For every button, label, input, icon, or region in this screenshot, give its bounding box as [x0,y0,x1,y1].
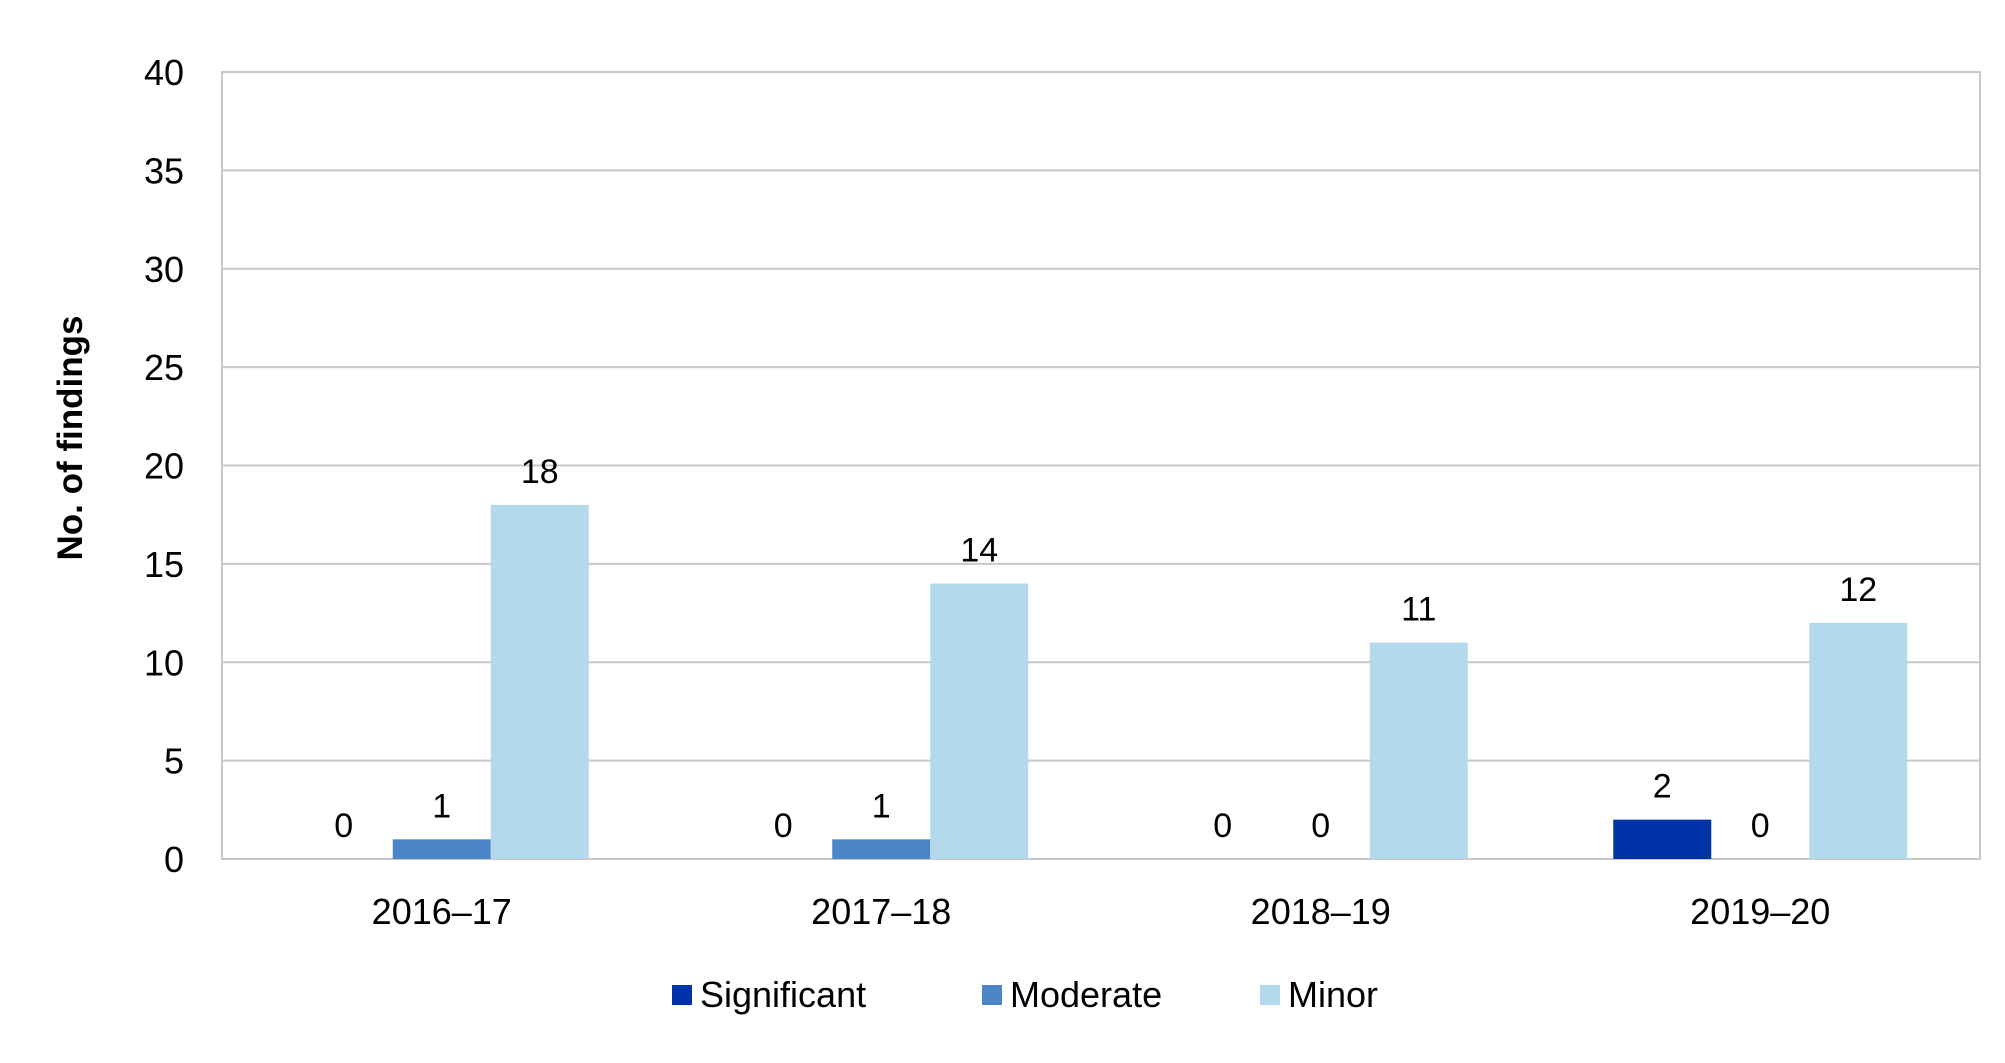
y-tick-label: 40 [144,52,184,93]
data-label: 1 [872,787,891,825]
bar [1809,622,1908,859]
y-tick-label: 25 [144,347,184,388]
data-labels: 0 1 18 0 1 14 0 0 11 2 0 12 [334,453,1877,845]
y-tick-label: 10 [144,642,184,683]
x-tick-label: 2019–20 [1690,891,1830,932]
bar [1369,642,1468,859]
y-tick-label: 35 [144,150,184,191]
x-tick-label: 2018–19 [1251,891,1391,932]
data-label: 0 [1213,807,1232,845]
y-axis-label: No. of findings [51,316,90,561]
plot-area [221,71,1981,860]
bar [930,583,1029,859]
y-tick-label: 0 [164,839,184,880]
gridlines [222,71,1980,860]
x-tick-label: 2016–17 [372,891,512,932]
data-label: 2 [1653,768,1672,806]
bar [832,839,931,859]
data-label: 0 [1311,807,1330,845]
legend-swatch [1260,985,1280,1005]
data-label: 0 [334,807,353,845]
data-label: 12 [1839,571,1877,609]
bar [392,839,491,859]
legend: Significant Moderate Minor [672,974,1378,1015]
x-axis-ticks: 2016–17 2017–18 2018–19 2019–20 [372,891,1831,932]
x-tick-label: 2017–18 [811,891,951,932]
data-label: 0 [1751,807,1770,845]
legend-label: Moderate [1010,974,1162,1015]
y-tick-label: 5 [164,741,184,782]
legend-label: Minor [1288,974,1378,1015]
data-label: 1 [432,787,451,825]
data-label: 11 [1401,591,1436,629]
data-label: 14 [960,532,998,570]
bar [490,504,589,859]
legend-swatch [982,985,1002,1005]
y-tick-label: 15 [144,544,184,585]
data-label: 18 [521,453,559,491]
y-axis-ticks: 0 5 10 15 20 25 30 35 40 [144,52,184,880]
y-tick-label: 20 [144,446,184,487]
data-label: 0 [774,807,793,845]
y-tick-label: 30 [144,249,184,290]
bar [1613,819,1712,859]
bars [392,504,1908,859]
legend-swatch [672,985,692,1005]
legend-label: Significant [700,974,866,1015]
